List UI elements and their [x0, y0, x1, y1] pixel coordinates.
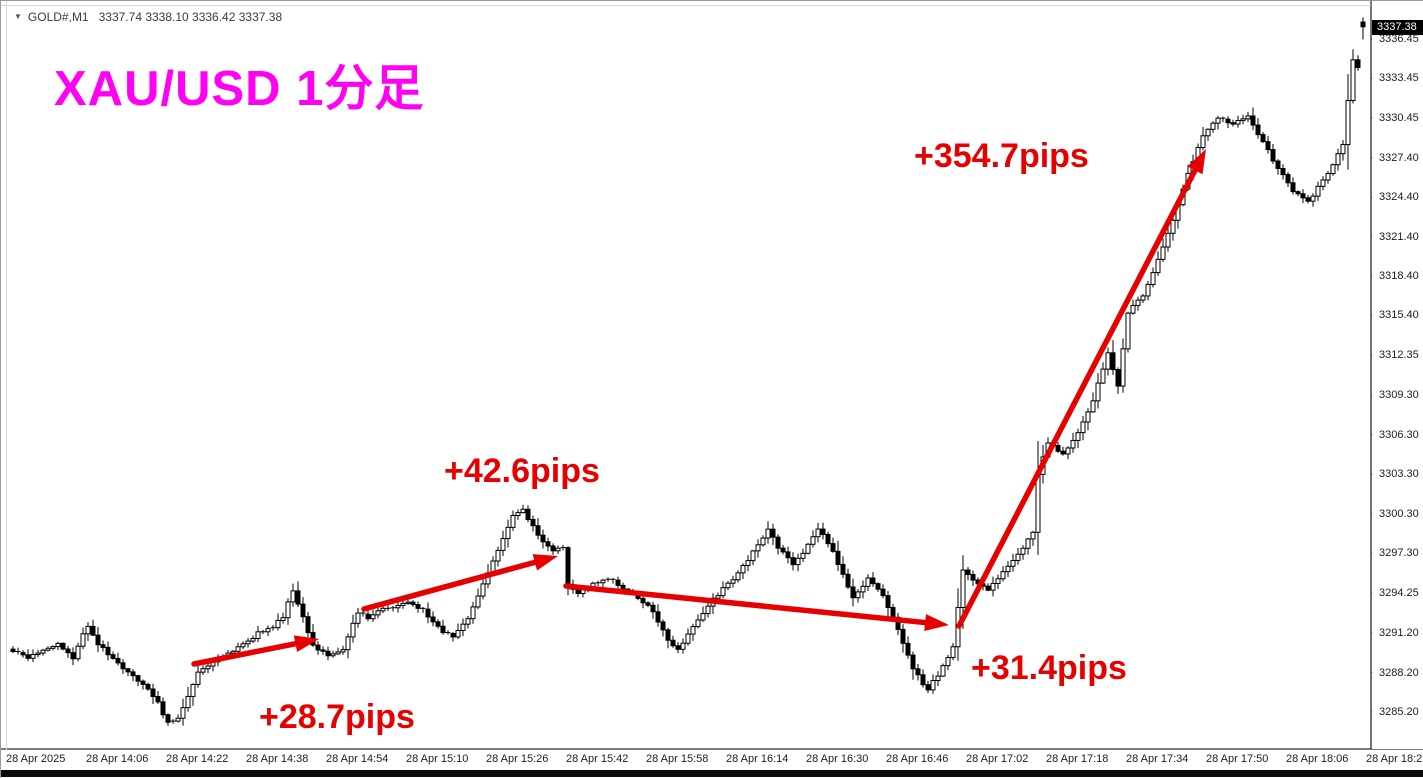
price-tick-label: 3291.20 — [1379, 627, 1419, 640]
time-tick-label: 28 Apr 16:14 — [726, 753, 789, 765]
price-tick-label: 3333.45 — [1379, 72, 1419, 85]
price-tick-label: 3309.30 — [1379, 389, 1419, 402]
time-tick-label: 28 Apr 15:42 — [566, 753, 629, 765]
current-price-value: 3337.38 — [1377, 21, 1417, 33]
time-tick-label: 28 Apr 14:22 — [166, 753, 229, 765]
price-tick-label: 3306.30 — [1379, 428, 1419, 441]
time-tick-label: 28 Apr 16:30 — [806, 753, 869, 765]
time-tick-label: 28 Apr 17:50 — [1206, 753, 1269, 765]
pips-label-4: +354.7pips — [914, 137, 1089, 175]
price-scale[interactable]: 3337.38 3336.45 3333.45 3330.45 3327.40 3324… — [1372, 1, 1423, 749]
time-tick-label: 28 Apr 14:54 — [326, 753, 389, 765]
pips-label-3: +31.4pips — [971, 649, 1127, 687]
price-tick-label: 3294.25 — [1379, 587, 1419, 600]
ohlc-values: 3337.74 3338.10 3336.42 3337.38 — [98, 10, 283, 24]
price-tick-label: 3324.40 — [1379, 191, 1419, 204]
price-tick-label: 3312.35 — [1379, 349, 1419, 362]
price-tick-label: 3318.40 — [1379, 269, 1419, 282]
symbol-timeframe-label: GOLD#,M1 — [27, 10, 89, 24]
current-price-box: 3337.38 — [1372, 20, 1423, 35]
time-tick-label: 28 Apr 15:26 — [486, 753, 549, 765]
pair-timeframe-title: XAU/USD 1分足 — [54, 62, 425, 116]
time-tick-label: 28 Apr 17:18 — [1046, 753, 1109, 765]
time-tick-label: 28 Apr 18:2 — [1366, 753, 1423, 765]
bottom-bar — [1, 770, 1423, 777]
pips-label-2: +42.6pips — [444, 452, 600, 490]
price-tick-label: 3300.30 — [1379, 507, 1419, 520]
time-tick-label: 28 Apr 14:06 — [86, 753, 149, 765]
price-tick-label: 3330.45 — [1379, 111, 1419, 124]
window-inner-border-top — [1, 5, 1371, 6]
price-tick-label: 3288.20 — [1379, 666, 1419, 679]
window-inner-border — [6, 1, 7, 770]
time-tick-label: 28 Apr 15:58 — [646, 753, 709, 765]
time-tick-label: 28 Apr 16:46 — [886, 753, 949, 765]
price-tick-label: 3297.30 — [1379, 547, 1419, 560]
price-tick-label: 3336.45 — [1379, 33, 1419, 45]
price-tick-label: 3321.40 — [1379, 230, 1419, 243]
time-tick-label: 28 Apr 17:02 — [966, 753, 1029, 765]
pips-label-1: +28.7pips — [259, 698, 415, 736]
chart-title-bar: ▼ GOLD#,M1 3337.74 3338.10 3336.42 3337.38 — [14, 10, 282, 24]
chart-dropdown-icon[interactable]: ▼ — [14, 12, 22, 21]
time-tick-label: 28 Apr 18:06 — [1286, 753, 1349, 765]
time-tick-label: 28 Apr 2025 — [6, 753, 66, 765]
time-tick-label: 28 Apr 14:38 — [246, 753, 309, 765]
price-tick-label: 3327.40 — [1379, 151, 1419, 164]
price-tick-label: 3303.30 — [1379, 468, 1419, 481]
price-tick-label: 3285.20 — [1379, 705, 1419, 718]
time-tick-label: 28 Apr 17:34 — [1126, 753, 1189, 765]
price-tick-label: 3315.40 — [1379, 309, 1419, 322]
time-scale[interactable]: 28 Apr 2025 28 Apr 14:06 28 Apr 14:22 28 Ap… — [1, 750, 1423, 769]
time-tick-label: 28 Apr 15:10 — [406, 753, 469, 765]
